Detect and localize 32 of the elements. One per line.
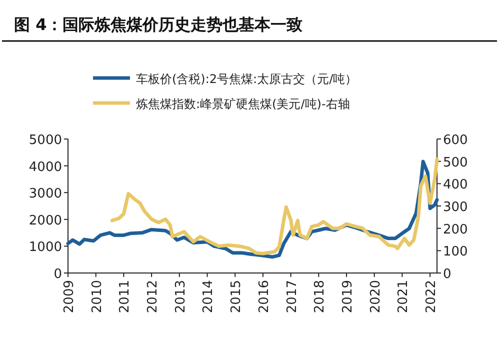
x-tick-label: 2015 [229, 280, 244, 314]
y-tick-label: 0 [54, 267, 62, 282]
y2-tick-label: 600 [443, 133, 468, 148]
x-tick-label: 2016 [256, 280, 272, 314]
y-tick-label: 1000 [28, 240, 62, 256]
x-tick-label: 2010 [90, 280, 105, 314]
x-tick-label: 2012 [146, 280, 161, 314]
legend-item: 车板价(含税):2号焦煤:太原古交（元/吨） [93, 72, 358, 86]
y-tick-label: 4000 [28, 160, 62, 175]
x-tick-label: 2011 [118, 280, 133, 314]
legend-label: 车板价(含税):2号焦煤:太原古交（元/吨） [136, 72, 358, 86]
y-tick-label: 2000 [28, 213, 62, 228]
legend-item: 炼焦煤指数:峰景矿硬焦煤(美元/吨)-右轴 [93, 97, 350, 111]
y2-tick-label: 0 [443, 267, 452, 282]
y-tick-label: 3000 [28, 186, 62, 202]
y-tick-label: 5000 [28, 133, 62, 148]
x-tick-label: 2017 [284, 280, 300, 314]
y2-tick-label: 500 [443, 155, 468, 170]
x-tick-label: 2021 [396, 280, 412, 314]
title: 图 4：国际炼焦煤价历史走势也基本一致 [14, 15, 303, 34]
legend-label: 炼焦煤指数:峰景矿硬焦煤(美元/吨)-右轴 [136, 97, 350, 111]
x-tick-label: 2022 [424, 280, 440, 314]
y2-tick-label: 400 [443, 178, 468, 193]
y2-tick-label: 300 [443, 200, 468, 215]
x-tick-label: 2013 [173, 280, 188, 314]
y2-tick-label: 100 [443, 244, 468, 260]
x-tick-label: 2009 [62, 280, 77, 314]
y2-tick-label: 200 [443, 222, 468, 238]
x-tick-label: 2014 [201, 280, 216, 314]
x-tick-label: 2020 [368, 280, 384, 314]
x-tick-label: 2018 [312, 280, 328, 314]
x-tick-label: 2019 [340, 280, 356, 314]
